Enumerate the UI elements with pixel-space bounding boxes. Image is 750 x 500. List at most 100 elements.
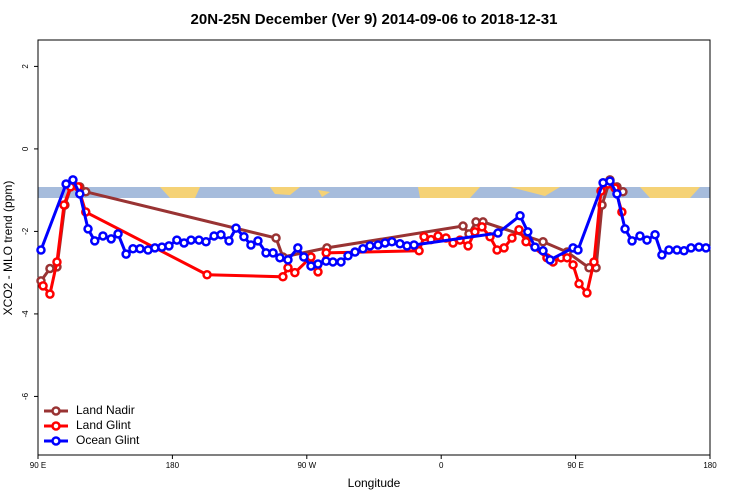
data-point: [45, 289, 55, 299]
data-point: [574, 279, 584, 289]
data-point: [216, 229, 226, 240]
data-point: [98, 231, 108, 241]
data-point: [271, 233, 281, 243]
data-point: [89, 236, 100, 246]
data-point: [299, 252, 309, 262]
data-point: [530, 242, 540, 252]
data-point: [321, 248, 331, 258]
data-point: [201, 236, 211, 247]
data-point: [202, 269, 212, 280]
data-point: [113, 229, 123, 239]
y-tick-label: -4: [21, 310, 30, 318]
data-point: [121, 249, 131, 259]
data-point: [61, 179, 71, 189]
y-tick-label: 0: [21, 146, 30, 151]
data-point: [135, 243, 145, 254]
legend-marker: [51, 406, 61, 416]
data-point: [433, 231, 443, 241]
data-point: [59, 200, 69, 210]
y-tick-label: 2: [21, 64, 30, 69]
data-point: [283, 262, 293, 273]
legend-marker: [51, 436, 61, 446]
data-point: [106, 234, 116, 244]
x-tick-label: 90 E: [30, 461, 46, 470]
data-point: [75, 189, 85, 199]
x-tick-label: 90 W: [297, 461, 316, 470]
data-point: [336, 257, 346, 267]
data-point: [409, 240, 419, 250]
x-tick-label: 180: [166, 461, 180, 470]
map-strip: [38, 187, 710, 198]
data-point: [231, 223, 241, 233]
data-point: [568, 260, 578, 270]
data-point: [52, 257, 62, 267]
data-point: [582, 288, 592, 298]
data-point: [463, 241, 473, 251]
data-point: [268, 248, 278, 258]
data-point: [523, 227, 533, 237]
data-point: [36, 245, 46, 255]
data-point: [278, 272, 288, 282]
data-point: [507, 233, 517, 243]
x-tick-label: 0: [439, 461, 444, 470]
data-point: [477, 222, 487, 232]
y-axis-label: XCO2 - MLO trend (ppm): [1, 181, 15, 316]
data-point: [562, 253, 572, 263]
data-point: [164, 241, 174, 251]
data-point: [83, 224, 93, 234]
data-point: [521, 236, 531, 247]
chart-title: 20N-25N December (Ver 9) 2014-09-06 to 2…: [191, 11, 558, 28]
x-axis-label: Longitude: [348, 476, 401, 490]
data-point: [650, 229, 660, 240]
data-point: [514, 225, 524, 235]
data-point: [328, 257, 338, 267]
y-tick-label: -2: [21, 227, 30, 235]
data-point: [664, 245, 674, 255]
data-point: [701, 243, 711, 253]
legend-label: Land Nadir: [76, 403, 135, 417]
data-point: [313, 259, 323, 269]
data-point: [612, 189, 622, 199]
data-point: [224, 236, 234, 246]
x-tick-label: 180: [703, 461, 717, 470]
data-point: [253, 236, 263, 246]
data-point: [605, 176, 615, 186]
data-point: [290, 267, 300, 278]
data-point: [246, 240, 256, 250]
data-point: [538, 246, 548, 256]
data-point: [387, 236, 397, 247]
data-point: [470, 227, 480, 237]
data-point: [68, 175, 78, 185]
data-point: [275, 253, 285, 263]
legend-marker: [51, 421, 61, 431]
data-point: [686, 243, 696, 253]
legend-label: Land Glint: [76, 418, 131, 432]
data-point: [293, 243, 303, 253]
data-point: [239, 232, 249, 242]
data-point: [573, 245, 583, 255]
data-point: [186, 235, 196, 245]
data-point: [589, 257, 599, 267]
data-point: [545, 255, 555, 265]
data-point: [313, 267, 323, 277]
x-tick-label: 90 E: [567, 461, 583, 470]
data-point: [414, 246, 424, 256]
data-point: [38, 281, 48, 291]
data-point: [365, 241, 375, 251]
data-point: [657, 250, 667, 260]
data-point: [493, 228, 503, 238]
data-point: [635, 231, 645, 241]
data-point: [538, 236, 548, 247]
data-point: [458, 221, 468, 231]
data-point: [350, 247, 360, 257]
data-point: [627, 236, 637, 246]
legend-label: Ocean Glint: [76, 433, 140, 447]
data-point: [515, 210, 525, 221]
data-point: [499, 243, 509, 253]
data-point: [620, 224, 630, 234]
data-point: [642, 235, 652, 245]
data-point: [283, 255, 293, 265]
data-point: [343, 251, 353, 261]
